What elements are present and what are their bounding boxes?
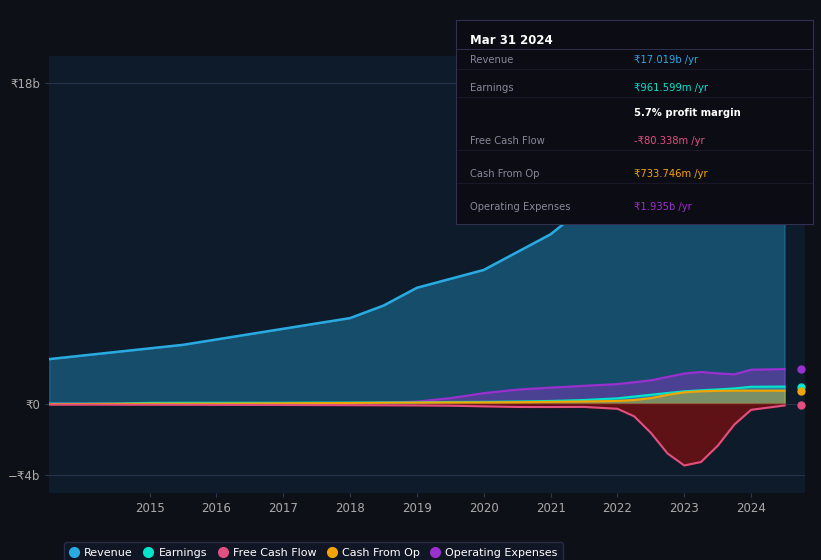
Text: Revenue: Revenue — [470, 54, 513, 64]
Text: ₹733.746m /yr: ₹733.746m /yr — [635, 169, 708, 179]
Text: ₹17.019b /yr: ₹17.019b /yr — [635, 54, 699, 64]
Text: Free Cash Flow: Free Cash Flow — [470, 136, 544, 146]
Text: Mar 31 2024: Mar 31 2024 — [470, 34, 553, 47]
Text: Earnings: Earnings — [470, 83, 514, 93]
Text: ₹1.935b /yr: ₹1.935b /yr — [635, 202, 692, 212]
Legend: Revenue, Earnings, Free Cash Flow, Cash From Op, Operating Expenses: Revenue, Earnings, Free Cash Flow, Cash … — [64, 543, 563, 560]
Text: 5.7% profit margin: 5.7% profit margin — [635, 108, 741, 118]
Text: -₹80.338m /yr: -₹80.338m /yr — [635, 136, 705, 146]
Text: Operating Expenses: Operating Expenses — [470, 202, 571, 212]
Text: Cash From Op: Cash From Op — [470, 169, 539, 179]
Text: ₹961.599m /yr: ₹961.599m /yr — [635, 83, 709, 93]
